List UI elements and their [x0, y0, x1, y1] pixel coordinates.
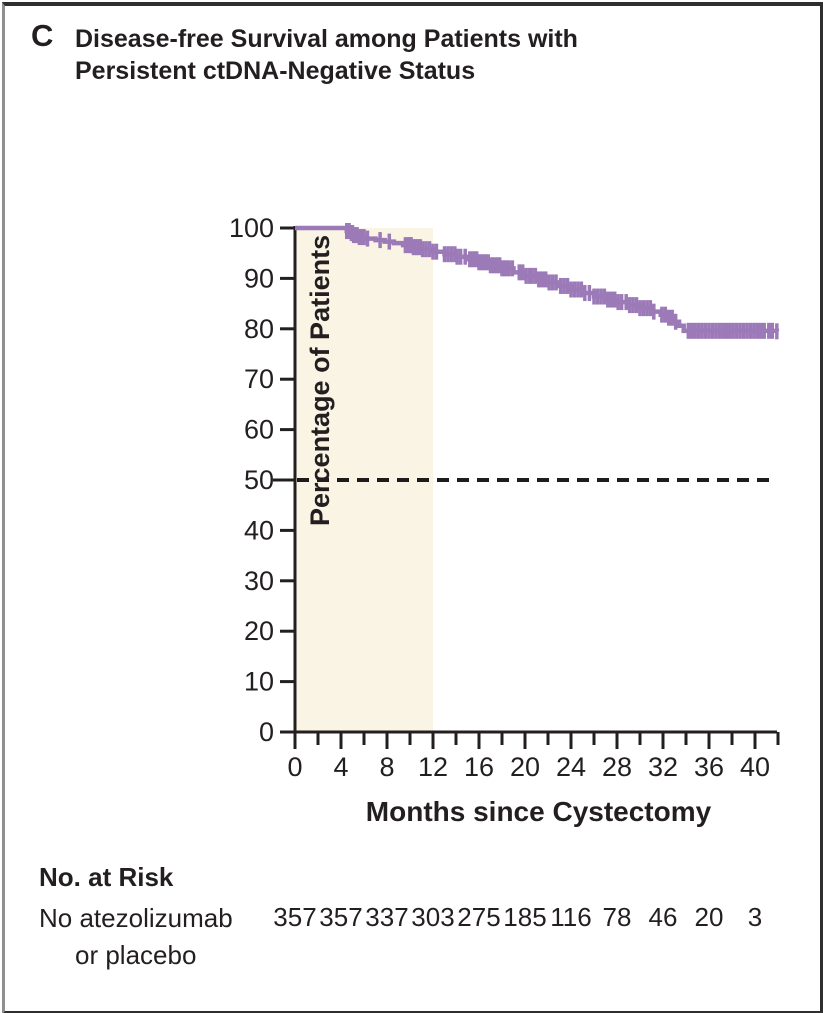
risk-counts-row: 357 357 337 303 275 185 116 78 46 20 3 [273, 902, 762, 932]
risk-count: 337 [365, 902, 408, 932]
y-tick-label: 10 [244, 667, 274, 697]
x-tick-label: 16 [464, 752, 494, 782]
x-tick-label: 0 [287, 752, 302, 782]
y-tick-label: 70 [244, 364, 274, 394]
x-ticks [293, 732, 780, 749]
x-tick-label: 12 [418, 752, 448, 782]
risk-row-label-line1: No atezolizumab [39, 903, 233, 933]
risk-table-heading: No. at Risk [39, 862, 174, 892]
censor-ticks [345, 223, 779, 340]
x-tick-label: 24 [556, 752, 586, 782]
risk-count: 303 [411, 902, 454, 932]
panel-title-line2: Persistent ctDNA-Negative Status [75, 57, 476, 85]
risk-count: 116 [550, 902, 591, 932]
x-tick-labels: 0 4 8 12 16 20 24 28 32 36 40 [287, 752, 770, 782]
y-tick-label: 80 [244, 314, 274, 344]
risk-row-label-line2: or placebo [75, 940, 197, 970]
risk-count: 46 [649, 902, 678, 932]
risk-count: 357 [273, 902, 316, 932]
y-tick-labels: 0 10 20 30 40 50 60 70 80 90 100 [229, 213, 274, 747]
y-tick-label: 0 [259, 717, 274, 747]
y-tick-label: 40 [244, 515, 274, 545]
y-ticks [273, 226, 295, 734]
x-tick-label: 4 [333, 752, 348, 782]
x-tick-label: 32 [648, 752, 678, 782]
x-axis-title: Months since Cystectomy [365, 796, 712, 827]
panel-title-line1: Disease-free Survival among Patients wit… [75, 25, 578, 53]
risk-count: 3 [748, 902, 762, 932]
y-tick-label: 100 [229, 213, 274, 243]
x-tick-label: 36 [694, 752, 724, 782]
x-tick-label: 28 [602, 752, 632, 782]
risk-count: 275 [457, 902, 500, 932]
panel-title: Disease-free Survival among Patients wit… [75, 23, 695, 87]
risk-count: 357 [319, 902, 362, 932]
panel-letter: C [31, 18, 54, 53]
risk-count: 78 [603, 902, 632, 932]
y-tick-label: 30 [244, 566, 274, 596]
km-chart-svg: 0 10 20 30 40 50 60 70 80 90 100 0 4 8 12 16 20 24 28 32 36 4… [229, 213, 780, 932]
risk-count: 20 [695, 902, 724, 932]
risk-count: 185 [503, 902, 546, 932]
y-tick-label: 20 [244, 616, 274, 646]
x-tick-label: 20 [510, 752, 540, 782]
y-tick-label: 60 [244, 415, 274, 445]
y-axis-title-text: Percentage of Patients [305, 234, 335, 526]
y-tick-label: 90 [244, 263, 274, 293]
y-tick-label: 50 [244, 465, 274, 495]
x-tick-label: 8 [379, 752, 394, 782]
x-tick-label: 40 [740, 752, 770, 782]
